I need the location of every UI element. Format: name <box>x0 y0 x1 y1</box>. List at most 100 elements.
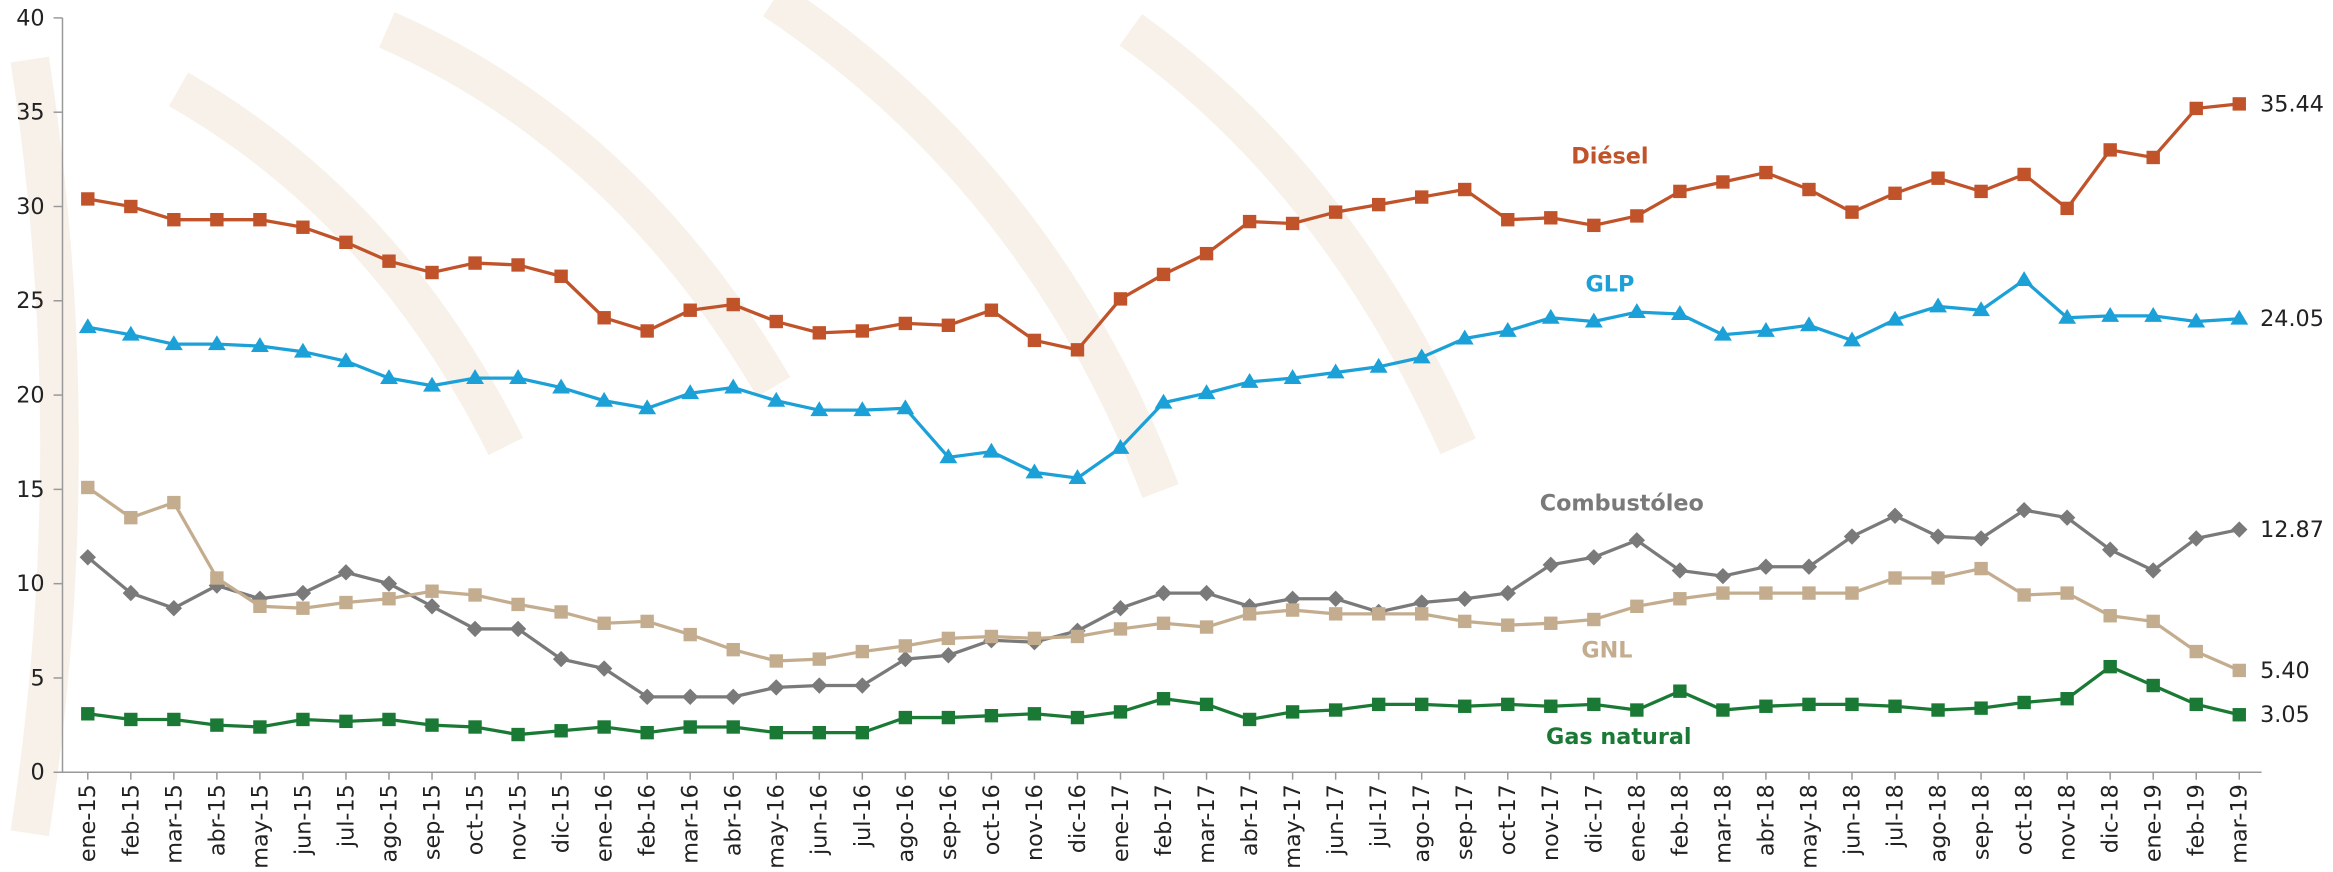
point <box>2231 521 2248 538</box>
point <box>1974 561 1988 576</box>
point <box>1802 182 1816 197</box>
x-tick-label: mar-19 <box>2227 784 2253 864</box>
point <box>1671 562 1689 579</box>
point <box>1413 594 1430 611</box>
point <box>511 597 525 612</box>
point <box>210 212 224 227</box>
point <box>1888 186 1902 200</box>
series <box>78 271 2249 485</box>
y-tick-label: 35 <box>16 100 44 126</box>
point <box>854 677 871 694</box>
point <box>812 652 826 666</box>
x-tick-label: feb-19 <box>2184 784 2210 856</box>
point <box>2232 708 2246 722</box>
x-tick-label: ago-17 <box>1409 784 1435 862</box>
point <box>982 442 1001 458</box>
x-tick-label: may-17 <box>1280 784 1306 869</box>
point <box>1627 303 1646 319</box>
point <box>1757 322 1775 337</box>
x-tick-label: may-16 <box>764 784 790 869</box>
point <box>1886 507 1904 524</box>
point <box>554 269 568 283</box>
y-tick-label: 40 <box>16 5 44 31</box>
point <box>1759 165 1773 180</box>
value-label: 35.44 <box>2260 91 2324 117</box>
point <box>1802 697 1816 712</box>
point <box>1113 622 1128 636</box>
point <box>726 720 740 734</box>
point <box>984 708 999 723</box>
point <box>1845 697 1859 712</box>
point <box>1285 705 1300 719</box>
point <box>207 335 226 351</box>
point <box>1542 556 1559 573</box>
point <box>2144 306 2163 322</box>
x-tick-label: jul-15 <box>333 784 359 848</box>
point <box>1972 301 1991 317</box>
point <box>425 265 439 280</box>
point <box>769 654 783 668</box>
point <box>1630 599 1644 613</box>
point <box>1068 469 1087 485</box>
x-tick-label: ene-16 <box>592 784 618 862</box>
watermark <box>10 0 1476 837</box>
point <box>1199 246 1214 261</box>
series <box>81 659 2246 742</box>
x-tick-label: feb-15 <box>118 784 144 856</box>
point <box>767 391 786 407</box>
point <box>124 510 138 525</box>
point <box>1242 712 1257 727</box>
series <box>81 480 2246 678</box>
point <box>1242 214 1257 229</box>
point <box>1544 211 1558 225</box>
point <box>855 644 870 659</box>
point <box>984 629 999 644</box>
point <box>1242 607 1257 621</box>
point <box>1802 586 1816 600</box>
series-label: GLP <box>1585 272 1634 298</box>
point <box>1328 205 1343 219</box>
point <box>1327 590 1344 607</box>
point <box>941 710 956 725</box>
x-tick-label: feb-17 <box>1151 784 1177 856</box>
x-tick-label: ago-15 <box>376 784 402 862</box>
point <box>1888 571 1902 585</box>
point <box>1888 699 1902 713</box>
point <box>1974 701 1988 715</box>
x-tick-label: sep-17 <box>1452 784 1478 860</box>
point <box>1929 528 1947 545</box>
series <box>79 501 2248 706</box>
y-tick-label: 15 <box>16 477 44 503</box>
point <box>1156 616 1171 630</box>
point <box>1544 616 1558 630</box>
point <box>1843 331 1861 347</box>
point <box>253 212 267 227</box>
point <box>1931 571 1945 585</box>
x-tick-label: mar-15 <box>161 784 187 864</box>
point <box>466 620 484 638</box>
x-tick-label: sep-15 <box>419 784 445 860</box>
point <box>1584 312 1603 328</box>
point <box>984 303 999 317</box>
point <box>509 620 527 638</box>
point <box>853 401 872 417</box>
point <box>1027 631 1042 646</box>
point <box>294 584 312 602</box>
point <box>2187 312 2206 328</box>
point <box>683 303 697 317</box>
x-tick-label: dic-17 <box>1581 784 1607 853</box>
point <box>423 598 441 615</box>
point <box>2103 659 2117 674</box>
point <box>2015 501 2033 519</box>
point <box>382 254 396 268</box>
point <box>1284 590 1301 607</box>
point <box>253 599 267 613</box>
point <box>296 601 310 615</box>
point <box>2103 609 2117 623</box>
point <box>1759 586 1773 600</box>
point <box>2017 695 2031 710</box>
point <box>2015 271 2034 286</box>
point <box>1111 438 1130 454</box>
point <box>1800 316 1818 332</box>
